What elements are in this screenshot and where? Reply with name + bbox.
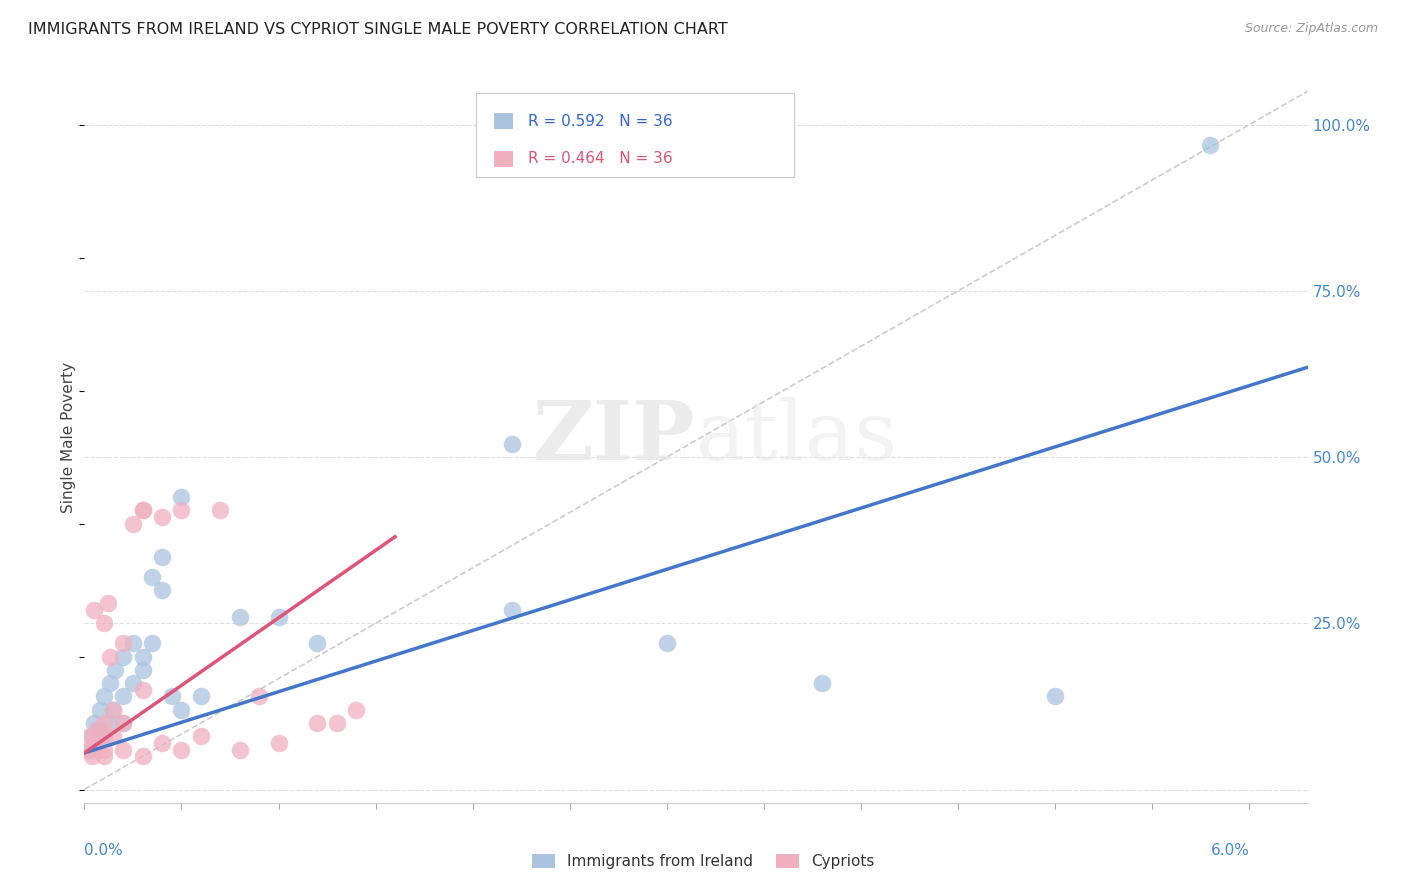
Point [103, 703, 125, 717]
Point [98, 676, 121, 690]
Point [84, 723, 107, 737]
Point [79, 729, 101, 743]
Point [131, 649, 153, 664]
Point [77, 742, 100, 756]
Text: 6.0%: 6.0% [1211, 843, 1250, 858]
Point [93, 729, 115, 743]
Point [655, 636, 678, 650]
Point [83, 716, 105, 731]
Point [170, 742, 193, 756]
Point [89, 703, 111, 717]
Point [344, 703, 367, 717]
Point [103, 729, 125, 743]
Point [112, 649, 135, 664]
Point [501, 436, 523, 450]
Point [79, 742, 101, 756]
Text: R = 0.464   N = 36: R = 0.464 N = 36 [527, 152, 672, 167]
Point [112, 690, 135, 704]
Legend: Immigrants from Ireland, Cypriots: Immigrants from Ireland, Cypriots [526, 848, 880, 875]
Point [170, 703, 193, 717]
FancyBboxPatch shape [494, 113, 513, 129]
Point [160, 690, 183, 704]
Point [131, 663, 153, 677]
Point [170, 490, 193, 504]
Point [112, 716, 135, 731]
Point [209, 503, 232, 517]
Point [141, 636, 163, 650]
Point [93, 749, 115, 764]
Point [83, 736, 105, 750]
Point [122, 676, 145, 690]
Point [122, 516, 145, 531]
Point [247, 690, 270, 704]
Point [98, 649, 121, 664]
Point [84, 736, 107, 750]
Text: 0.0%: 0.0% [84, 843, 124, 858]
Point [326, 716, 349, 731]
Point [1199, 137, 1222, 152]
Point [190, 690, 212, 704]
FancyBboxPatch shape [475, 94, 794, 178]
Point [97, 596, 120, 610]
Point [93, 616, 115, 631]
Text: R = 0.592   N = 36: R = 0.592 N = 36 [527, 113, 672, 128]
Point [150, 582, 173, 597]
Point [307, 636, 329, 650]
Point [170, 503, 193, 517]
Point [93, 690, 115, 704]
Point [83, 603, 105, 617]
Point [307, 716, 329, 731]
Point [228, 742, 250, 756]
Text: Source: ZipAtlas.com: Source: ZipAtlas.com [1244, 22, 1378, 36]
Text: ZIP: ZIP [533, 397, 696, 477]
Point [131, 503, 153, 517]
Point [93, 742, 115, 756]
Point [501, 603, 523, 617]
Point [228, 609, 250, 624]
Point [112, 636, 135, 650]
Point [150, 736, 173, 750]
Point [103, 703, 125, 717]
Point [112, 742, 135, 756]
Point [150, 549, 173, 564]
Point [267, 736, 290, 750]
Point [87, 723, 110, 737]
Point [150, 509, 173, 524]
Point [131, 503, 153, 517]
Point [141, 570, 163, 584]
Point [131, 749, 153, 764]
Point [122, 636, 145, 650]
Point [190, 729, 212, 743]
Text: atlas: atlas [696, 397, 898, 477]
Point [82, 729, 104, 743]
Y-axis label: Single Male Poverty: Single Male Poverty [60, 361, 76, 513]
Point [89, 729, 111, 743]
Point [82, 749, 104, 764]
Text: IMMIGRANTS FROM IRELAND VS CYPRIOT SINGLE MALE POVERTY CORRELATION CHART: IMMIGRANTS FROM IRELAND VS CYPRIOT SINGL… [28, 22, 728, 37]
Point [97, 716, 120, 731]
Point [267, 609, 290, 624]
Point [131, 682, 153, 697]
Point [104, 663, 127, 677]
Point [112, 716, 135, 731]
Point [93, 716, 115, 731]
Point [87, 742, 110, 756]
FancyBboxPatch shape [494, 151, 513, 167]
Point [811, 676, 834, 690]
Point [1043, 690, 1066, 704]
